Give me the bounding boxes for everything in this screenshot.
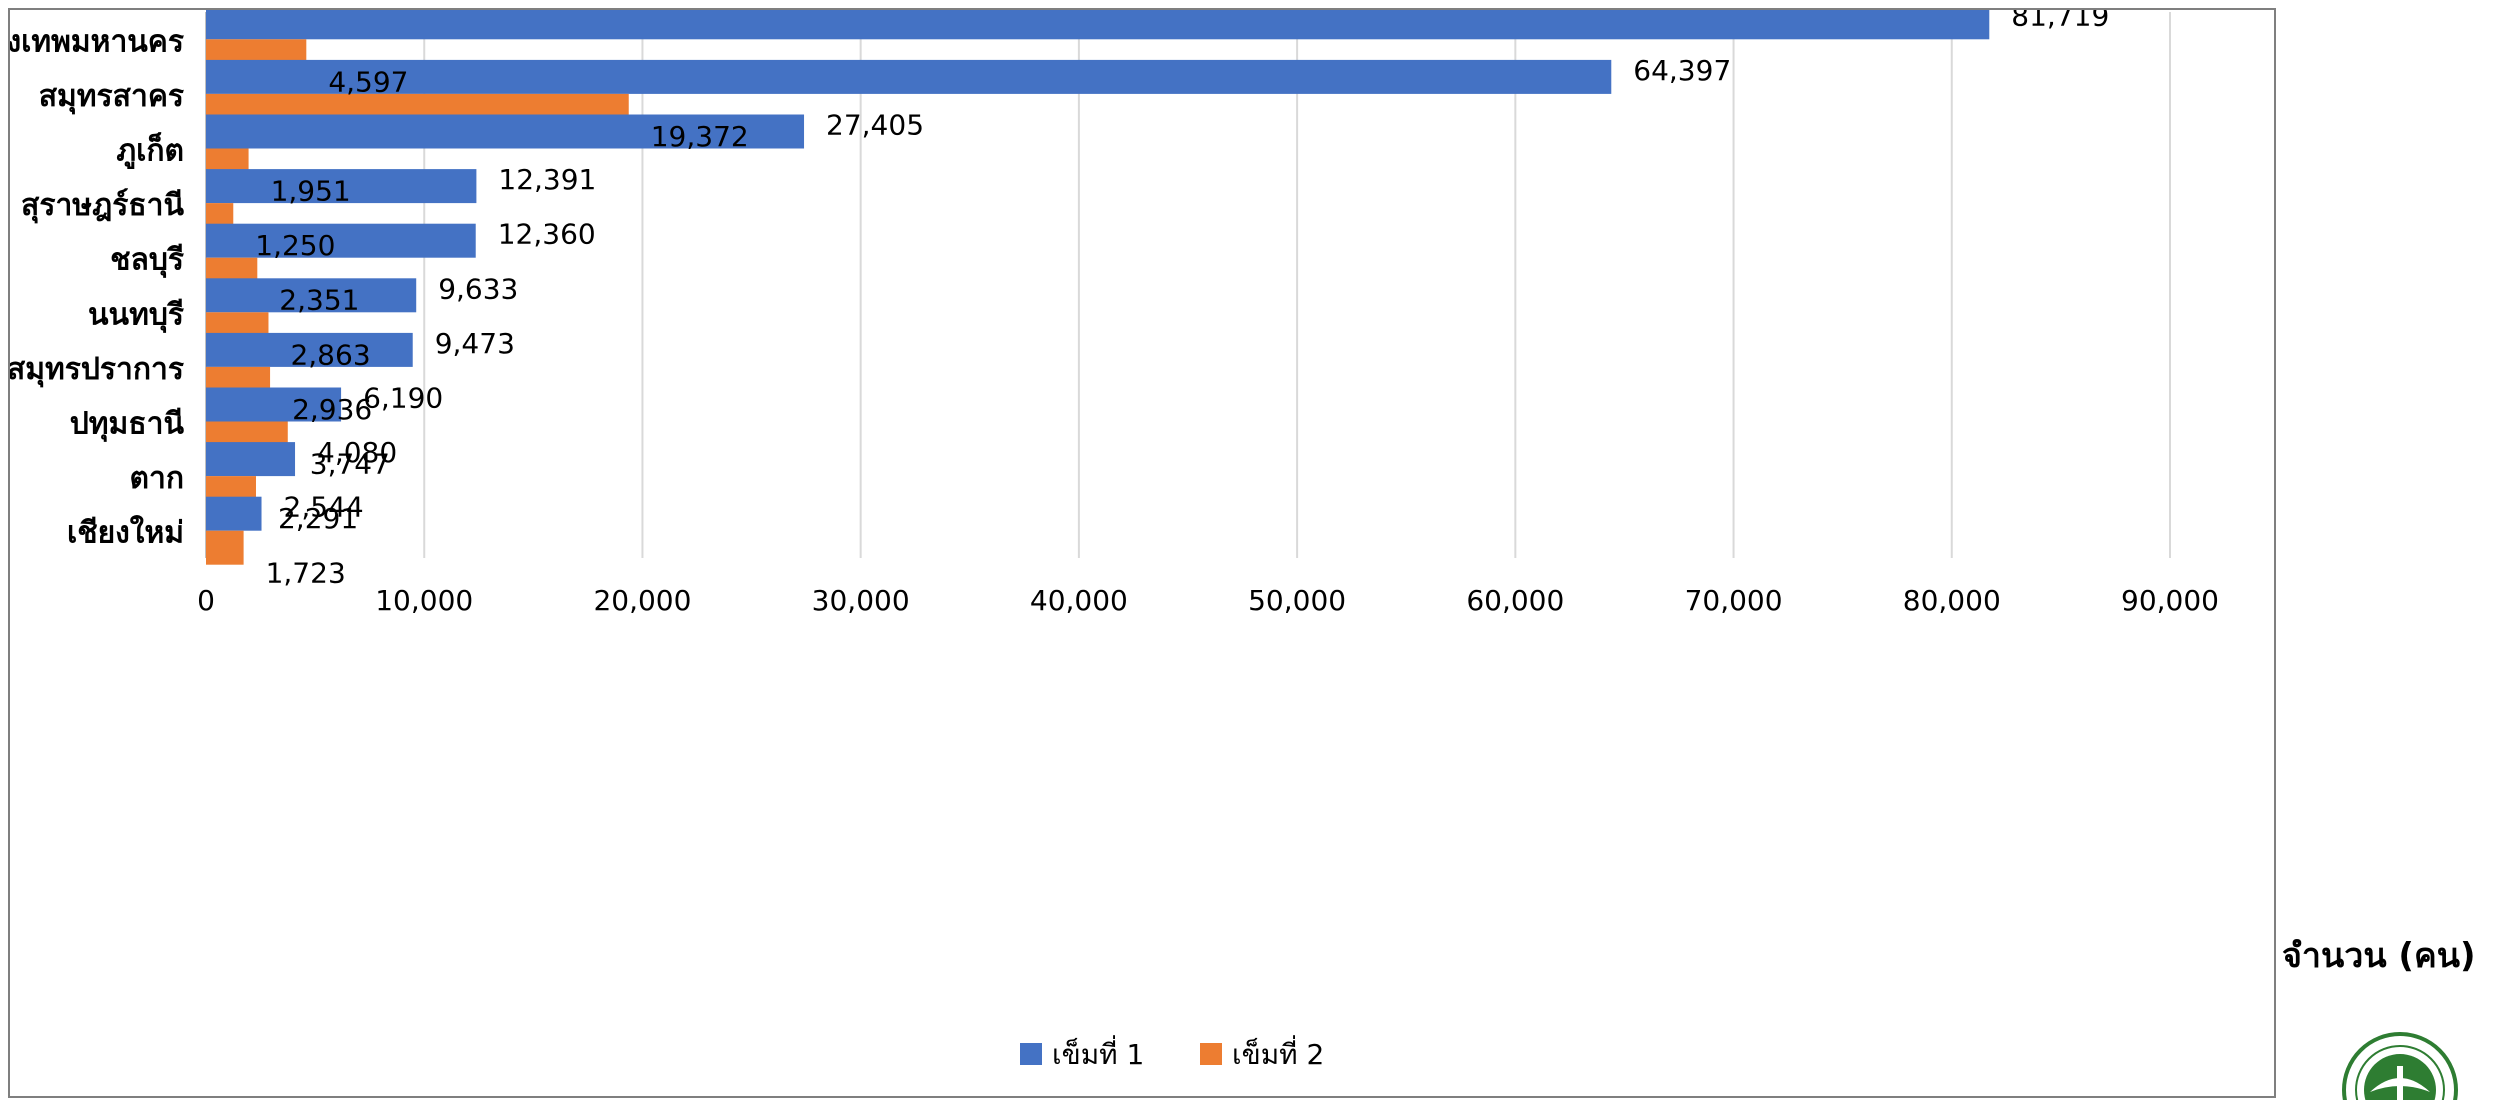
data-label-series-1: 12,391 (498, 163, 596, 196)
legend-label-series-2: เข็มที่ 2 (1232, 1035, 1324, 1071)
x-tick-label: 20,000 (593, 584, 691, 617)
x-tick-label: 60,000 (1466, 584, 1564, 617)
category-label: ชลบุรี (110, 243, 184, 279)
x-tick-label: 70,000 (1685, 584, 1783, 617)
category-label: ภูเก็ต (116, 132, 184, 170)
legend-swatch-series-1 (1020, 1043, 1042, 1065)
chart-frame: กรุงเทพมหานครสมุทรสาครภูเก็ตสุราษฎร์ธานี… (8, 8, 2276, 1098)
data-label-series-2: 2,291 (278, 502, 358, 535)
data-label-series-2: 1,723 (266, 557, 346, 590)
x-tick-label: 30,000 (812, 584, 910, 617)
data-label-series-2: 4,597 (328, 65, 408, 98)
category-labels: กรุงเทพมหานครสมุทรสาครภูเก็ตสุราษฎร์ธานี… (10, 24, 184, 550)
bars (206, 10, 1990, 565)
data-label-series-1: 2,544 (284, 491, 364, 524)
bar-series-1 (206, 387, 342, 422)
category-label: กรุงเทพมหานคร (10, 24, 184, 60)
data-label-series-2: 2,936 (292, 393, 372, 426)
x-tick-label: 40,000 (1030, 584, 1128, 617)
x-tick-label: 90,000 (2121, 584, 2219, 617)
category-label: เชียงใหม่ (67, 515, 184, 551)
x-tick-label: 50,000 (1248, 584, 1346, 617)
bar-series-1 (206, 442, 296, 477)
legend-label-series-1: เข็มที่ 1 (1052, 1035, 1144, 1071)
bar-chart: กรุงเทพมหานครสมุทรสาครภูเก็ตสุราษฎร์ธานี… (10, 10, 2219, 1071)
data-label-series-2: 2,351 (279, 284, 359, 317)
data-label-series-1: 4,080 (317, 436, 397, 469)
x-axis-title: จำนวน (คน) (2282, 936, 2476, 976)
data-label-series-1: 64,397 (1633, 54, 1731, 87)
bar-series-1 (206, 278, 417, 313)
category-label: นนทบุรี (88, 297, 184, 333)
data-label-series-2: 1,951 (271, 175, 351, 208)
category-label: ปทุมธานี (70, 407, 185, 443)
category-label: สมุทรปราการ (10, 352, 184, 388)
data-label-series-2: 3,747 (310, 448, 390, 481)
x-tick-labels: 0 10,000 20,000 30,000 40,000 50,000 60,000 70,… (197, 584, 2219, 617)
data-label-series-1: 27,405 (826, 109, 924, 142)
bar-series-1 (206, 10, 1990, 40)
bar-series-2 (206, 530, 244, 565)
data-label-series-1: 9,633 (438, 272, 518, 305)
data-label-series-1: 6,190 (363, 382, 443, 415)
data-label-series-2: 2,863 (290, 338, 370, 371)
bar-series-1 (206, 169, 477, 204)
data-labels: 81,719 4,597 64,397 19,372 27,405 1,951 12,391… (255, 10, 2109, 590)
category-label: สมุทรสาคร (39, 79, 184, 115)
legend-swatch-series-2 (1200, 1043, 1222, 1065)
x-tick-label: 80,000 (1903, 584, 2001, 617)
x-tick-label: 0 (197, 584, 215, 617)
data-label-series-2: 1,250 (255, 229, 335, 262)
data-label-series-2: 19,372 (651, 120, 749, 153)
data-label-series-1: 81,719 (2011, 10, 2109, 32)
legend: เข็มที่ 1 เข็มที่ 2 (1020, 1035, 1324, 1071)
x-tick-label: 10,000 (375, 584, 473, 617)
bar-series-1 (206, 59, 1612, 94)
bar-series-1 (206, 332, 413, 367)
data-label-series-1: 12,360 (498, 218, 596, 251)
category-label: สุราษฎร์ธานี (21, 188, 184, 224)
data-label-series-1: 9,473 (435, 327, 515, 360)
bar-series-1 (206, 223, 476, 258)
category-label: ตาก (130, 461, 185, 496)
bar-series-1 (206, 496, 262, 531)
ministry-seal-icon (2342, 1032, 2458, 1100)
bar-series-1 (206, 114, 805, 149)
